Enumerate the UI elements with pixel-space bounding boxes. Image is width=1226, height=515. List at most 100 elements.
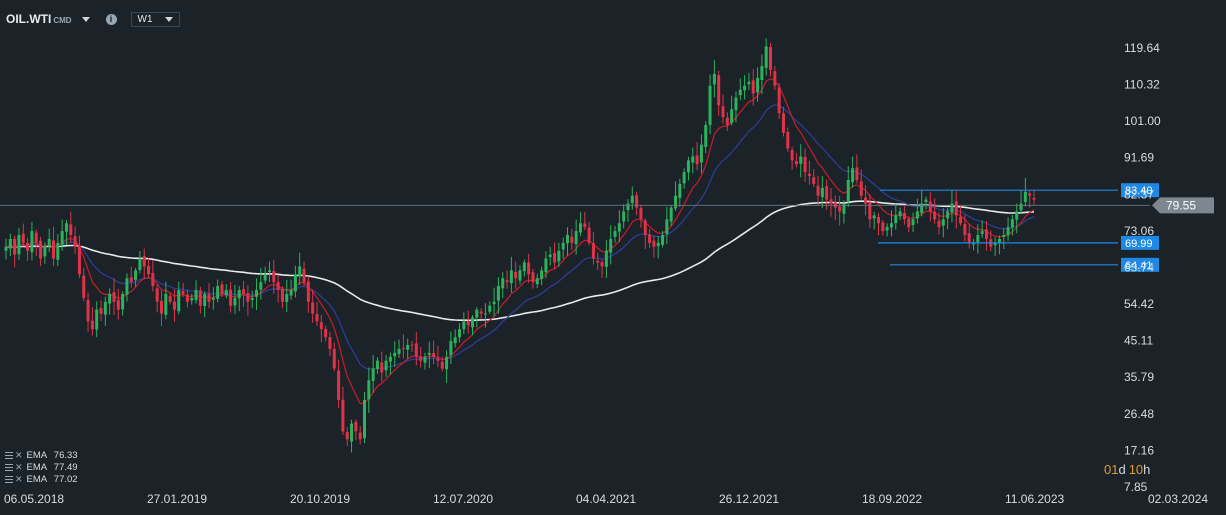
candle-body [626,203,630,211]
y-axis[interactable]: 119.64 110.32 101.00 91.69 82.37 73.06 63.74 54… [1124,41,1161,494]
candle-body [868,202,872,220]
candle-body [393,352,397,357]
candle-body [946,211,950,219]
candle-body [155,288,159,302]
candle-body [725,117,729,125]
candle-body [280,288,284,302]
close-icon[interactable]: ✕ [15,461,23,472]
horizontal-levels[interactable]: 83.40 69.99 64.41 79.55 [0,183,1214,272]
candle-body [185,294,189,302]
symbol-name[interactable]: OIL.WTI CMD [6,12,72,26]
candle-countdown: 01d 10h [1104,462,1151,477]
x-tick-label: 02.03.2024 [1148,492,1208,506]
candle-body [1010,219,1014,228]
close-icon[interactable]: ✕ [15,473,23,484]
candle-body [4,246,8,251]
candle-body [514,272,518,279]
level-badge [1121,257,1159,272]
candle-body [328,337,332,349]
candle-body [501,278,505,289]
candle-body [738,89,742,96]
settings-icon[interactable] [5,463,13,471]
candle-body [505,280,509,283]
y-tick-label: 54.42 [1124,297,1154,311]
candle-body [881,222,885,232]
candle-body [17,234,21,255]
candle-body [285,293,289,302]
candle-body [721,106,725,118]
candle-body [358,432,362,440]
candle-body [69,224,73,235]
timeframe-select[interactable]: W1 [130,11,180,27]
candle-body [872,215,876,219]
candle-body [462,321,466,330]
candle-body [548,254,552,258]
x-axis[interactable]: 06.05.2018 27.01.2019 20.10.2019 12.07.2020… [4,492,1208,506]
candle-body [401,347,405,349]
x-tick-label: 20.10.2019 [290,492,350,506]
candle-body [531,272,535,283]
candle-body [682,172,686,184]
candle-body [259,282,263,290]
candle-body [570,236,574,243]
candle-body [816,185,820,196]
candle-body [246,293,250,302]
close-icon[interactable]: ✕ [15,449,23,460]
candles [4,38,1036,453]
chart-toolbar: OIL.WTI CMD i W1 [6,10,180,28]
candle-body [954,201,958,216]
candle-body [691,156,695,163]
candle-body [699,144,703,163]
candle-body [894,215,898,224]
candle-body [587,227,591,243]
symbol-dropdown-icon[interactable] [81,16,90,22]
candle-body [799,156,803,164]
candle-body [669,207,673,222]
candle-body [90,320,94,330]
candle-body [596,260,600,263]
candle-body [591,243,595,259]
candle-body [678,183,682,198]
info-icon[interactable]: i [105,13,117,25]
legend-item-ema-fast[interactable]: ✕ EMA 76.33 [5,449,78,461]
candle-body [743,85,747,91]
candle-body [21,233,25,243]
candle-body [820,187,824,198]
legend-item-ema-slow[interactable]: ✕ EMA 77.02 [5,473,78,485]
candle-body [354,421,358,432]
x-tick-label: 11.06.2023 [1005,492,1064,506]
y-tick-label: 45.11 [1124,334,1153,348]
candle-body [902,212,906,220]
settings-icon[interactable] [5,475,13,483]
settings-icon[interactable] [5,451,13,459]
candle-body [928,201,932,212]
legend-label: EMA [26,449,48,461]
candle-body [242,289,246,294]
legend-item-ema-mid[interactable]: ✕ EMA 77.49 [5,461,78,473]
ema-slow-path [5,200,1035,322]
candle-body [220,284,224,294]
candle-body [604,250,608,267]
candle-body [993,242,997,246]
candle-body [367,380,371,400]
candle-body [492,301,496,305]
candle-body [842,203,846,214]
candle-body [108,293,112,304]
candle-body [432,353,436,357]
candle-body [263,274,267,281]
level-badge [1121,183,1159,198]
x-tick-label: 26.12.2021 [719,492,779,506]
candle-body [950,203,954,213]
candle-body [907,218,911,228]
candle-body [138,258,142,270]
candle-body [535,278,539,285]
candle-body [8,238,12,249]
candle-body [397,348,401,354]
candle-body [99,308,103,314]
level-badge-label: 83.40 [1125,185,1153,197]
candle-body [341,399,345,432]
candle-body [172,301,176,310]
y-tick-label: 63.74 [1124,260,1154,274]
candle-body [121,293,125,310]
